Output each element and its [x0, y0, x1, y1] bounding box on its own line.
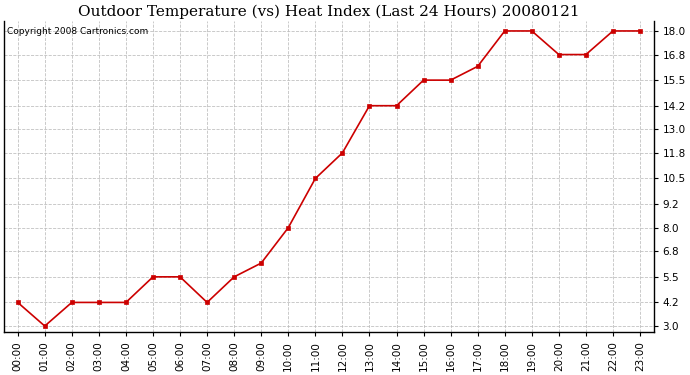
Text: Copyright 2008 Cartronics.com: Copyright 2008 Cartronics.com — [8, 27, 148, 36]
Title: Outdoor Temperature (vs) Heat Index (Last 24 Hours) 20080121: Outdoor Temperature (vs) Heat Index (Las… — [78, 4, 580, 18]
